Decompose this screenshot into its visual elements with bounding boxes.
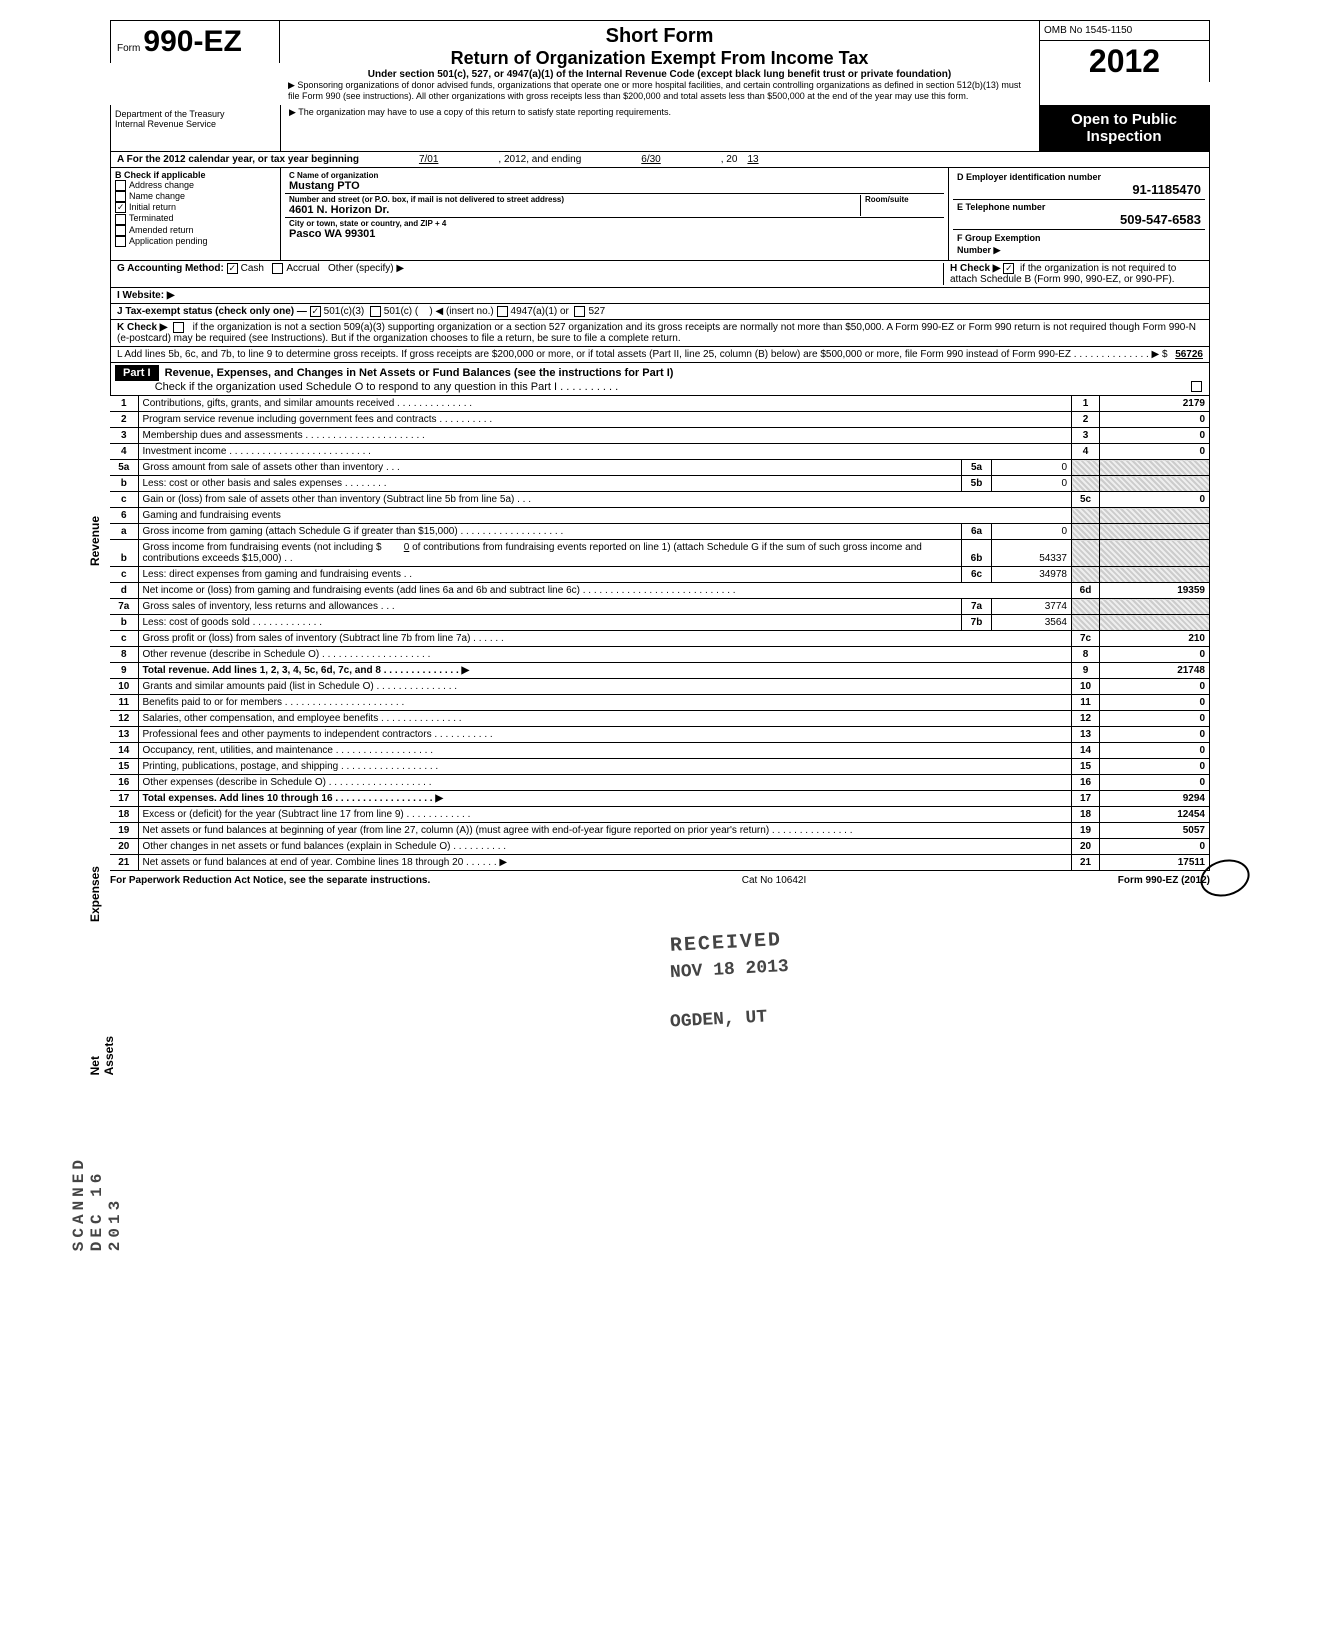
chk-527[interactable]: [574, 306, 585, 317]
entity-block: B Check if applicable Address change Nam…: [110, 168, 1210, 261]
chk-application-pending[interactable]: [115, 236, 126, 247]
line-12: 12Salaries, other compensation, and empl…: [110, 711, 1210, 727]
section-expenses: Expenses: [88, 866, 102, 922]
tax-year-end-month: 6/30: [641, 154, 660, 165]
ein: 91-1185470: [957, 182, 1201, 197]
line-11: 11Benefits paid to or for members . . . …: [110, 695, 1210, 711]
org-street: 4601 N. Horizon Dr.: [289, 204, 860, 216]
line-6a: aGross income from gaming (attach Schedu…: [110, 524, 1210, 540]
copy-note: ▶ The organization may have to use a cop…: [281, 105, 1039, 151]
footer-right: Form 990-EZ (2012): [1118, 875, 1210, 886]
line-2: 2Program service revenue including gover…: [110, 412, 1210, 428]
lines-table: 1Contributions, gifts, grants, and simil…: [110, 396, 1210, 871]
footer: For Paperwork Reduction Act Notice, see …: [110, 871, 1210, 886]
short-form-label: Short Form: [288, 25, 1031, 48]
tax-year-begin: 7/01: [419, 154, 438, 165]
line-13: 13Professional fees and other payments t…: [110, 727, 1210, 743]
right-col: D Employer identification number 91-1185…: [949, 168, 1209, 260]
line-1: 1Contributions, gifts, grants, and simil…: [110, 396, 1210, 412]
phone: 509-547-6583: [957, 212, 1201, 227]
footer-left: For Paperwork Reduction Act Notice, see …: [110, 875, 430, 886]
chk-501c[interactable]: [370, 306, 381, 317]
line-21: 21Net assets or fund balances at end of …: [110, 855, 1210, 871]
line-3: 3Membership dues and assessments . . . .…: [110, 428, 1210, 444]
line-6: 6Gaming and fundraising events: [110, 508, 1210, 524]
line-j: J Tax-exempt status (check only one) — 5…: [110, 304, 1210, 320]
chk-h[interactable]: [1003, 263, 1014, 274]
line-16: 16Other expenses (describe in Schedule O…: [110, 775, 1210, 791]
gross-receipts: 56726: [1175, 349, 1203, 360]
line-7a: 7aGross sales of inventory, less returns…: [110, 599, 1210, 615]
chk-initial-return[interactable]: [115, 202, 126, 213]
chk-amended[interactable]: [115, 225, 126, 236]
form-prefix: Form: [117, 43, 140, 54]
form-number: 990-EZ: [143, 25, 241, 58]
stamp-scanned: SCANNED DEC 16 2013: [70, 1156, 124, 1251]
line-14: 14Occupancy, rent, utilities, and mainte…: [110, 743, 1210, 759]
section-revenue: Revenue: [88, 516, 102, 566]
subtitle: Under section 501(c), 527, or 4947(a)(1)…: [288, 69, 1031, 80]
line-19: 19Net assets or fund balances at beginni…: [110, 823, 1210, 839]
chk-address-change[interactable]: [115, 180, 126, 191]
line-8: 8Other revenue (describe in Schedule O) …: [110, 647, 1210, 663]
line-7c: cGross profit or (loss) from sales of in…: [110, 631, 1210, 647]
part1-header: Part I Revenue, Expenses, and Changes in…: [110, 363, 1210, 396]
line-5b: bLess: cost or other basis and sales exp…: [110, 476, 1210, 492]
return-title: Return of Organization Exempt From Incom…: [288, 48, 1031, 69]
chk-4947[interactable]: [497, 306, 508, 317]
stamp-ogden: OGDEN, UT: [670, 1007, 768, 1032]
line-l: L Add lines 5b, 6c, and 7b, to line 9 to…: [110, 347, 1210, 363]
line-17: 17Total expenses. Add lines 10 through 1…: [110, 791, 1210, 807]
line-a: A For the 2012 calendar year, or tax yea…: [110, 152, 1210, 168]
line-15: 15Printing, publications, postage, and s…: [110, 759, 1210, 775]
lines-wrapper: Revenue Expenses Net Assets SCANNED DEC …: [110, 396, 1210, 871]
dept-row: Department of the Treasury Internal Reve…: [110, 105, 1210, 152]
chk-accrual[interactable]: [272, 263, 283, 274]
line-4: 4Investment income . . . . . . . . . . .…: [110, 444, 1210, 460]
title-box: Short Form Return of Organization Exempt…: [280, 20, 1040, 105]
footer-mid: Cat No 10642I: [742, 875, 807, 886]
chk-k[interactable]: [173, 322, 184, 333]
form-number-box: Form 990-EZ: [110, 20, 280, 63]
chk-cash[interactable]: [227, 263, 238, 274]
dept-treasury: Department of the Treasury Internal Reve…: [111, 105, 281, 151]
box-b: B Check if applicable Address change Nam…: [111, 168, 281, 260]
line-10: 10Grants and similar amounts paid (list …: [110, 679, 1210, 695]
chk-schedule-o[interactable]: [1191, 381, 1202, 392]
header-row: Form 990-EZ Short Form Return of Organiz…: [110, 20, 1210, 105]
box-c: C Name of organization Mustang PTO Numbe…: [281, 168, 949, 260]
line-6c: cLess: direct expenses from gaming and f…: [110, 567, 1210, 583]
chk-terminated[interactable]: [115, 214, 126, 225]
line-20: 20Other changes in net assets or fund ba…: [110, 839, 1210, 855]
tax-year: 20201212: [1040, 41, 1209, 82]
stamp-date: NOV 18 2013: [670, 957, 790, 983]
line-g-h: G Accounting Method: Cash Accrual Other …: [110, 261, 1210, 288]
line-6b: bGross income from fundraising events (n…: [110, 540, 1210, 567]
form-990ez-page: Form 990-EZ Short Form Return of Organiz…: [110, 20, 1210, 886]
line-18: 18Excess or (deficit) for the year (Subt…: [110, 807, 1210, 823]
open-to-public: Open to Public Inspection: [1039, 105, 1209, 151]
line-k: K Check ▶ if the organization is not a s…: [110, 320, 1210, 347]
line-i: I Website: ▶: [110, 288, 1210, 304]
line-5c: cGain or (loss) from sale of assets othe…: [110, 492, 1210, 508]
stamp-received: RECEIVED: [669, 929, 782, 958]
org-city: Pasco WA 99301: [289, 228, 940, 240]
line-7b: bLess: cost of goods sold . . . . . . . …: [110, 615, 1210, 631]
line-5a: 5aGross amount from sale of assets other…: [110, 460, 1210, 476]
chk-501c3[interactable]: [310, 306, 321, 317]
line-9: 9Total revenue. Add lines 1, 2, 3, 4, 5c…: [110, 663, 1210, 679]
line-6d: dNet income or (loss) from gaming and fu…: [110, 583, 1210, 599]
tax-year-end: 13: [747, 154, 758, 165]
omb-box: OMB No 1545-1150 20201212: [1040, 20, 1210, 82]
chk-name-change[interactable]: [115, 191, 126, 202]
org-name: Mustang PTO: [289, 180, 940, 192]
sponsor-note: ▶ Sponsoring organizations of donor advi…: [288, 80, 1031, 101]
omb-number: OMB No 1545-1150: [1040, 21, 1209, 41]
section-netassets: Net Assets: [88, 1036, 116, 1075]
